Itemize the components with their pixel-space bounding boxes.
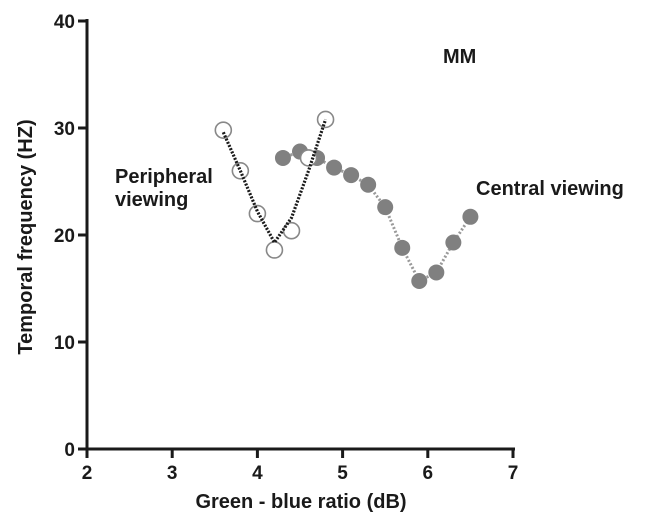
y-tick-label: 40 [54,12,75,33]
peripheral-label-line2: viewing [115,189,188,211]
x-tick-label: 6 [423,463,434,484]
central-data-point [445,234,462,251]
x-axis-title: Green - blue ratio (dB) [195,491,406,513]
x-tick-label: 7 [508,463,519,484]
x-tick-label: 5 [337,463,348,484]
peripheral-fit-line [221,118,328,245]
peripheral-data-point [265,241,284,259]
plot-area [214,110,479,290]
peripheral-label-line1: Peripheral [115,166,213,188]
y-tick-label: 30 [54,119,75,140]
central-data-point [274,149,291,166]
labels: MM Peripheral viewing Central viewing Gr… [15,46,624,513]
y-tick-label: 20 [54,226,75,247]
x-tick-label: 4 [252,463,263,484]
axes: 0 10 20 30 40 2 3 4 5 6 7 [54,12,518,484]
central-data-point [411,273,428,290]
central-data-point [428,264,445,281]
y-tick-label: 0 [64,440,75,461]
central-data-point [343,167,360,184]
peripheral-data-point [214,121,233,139]
y-tick-label: 10 [54,333,75,354]
central-series-line [282,149,472,284]
central-data-point [462,208,479,225]
x-tick-label: 3 [167,463,178,484]
central-data-point [394,239,411,256]
central-data-point [360,176,377,193]
x-tick-label: 2 [82,463,93,484]
y-axis-title: Temporal frequency (HZ) [15,119,37,354]
peripheral-data-point [282,221,301,240]
central-data-point [326,159,343,176]
central-label: Central viewing [476,178,624,200]
subject-label: MM [443,46,476,68]
central-data-point [377,199,394,216]
